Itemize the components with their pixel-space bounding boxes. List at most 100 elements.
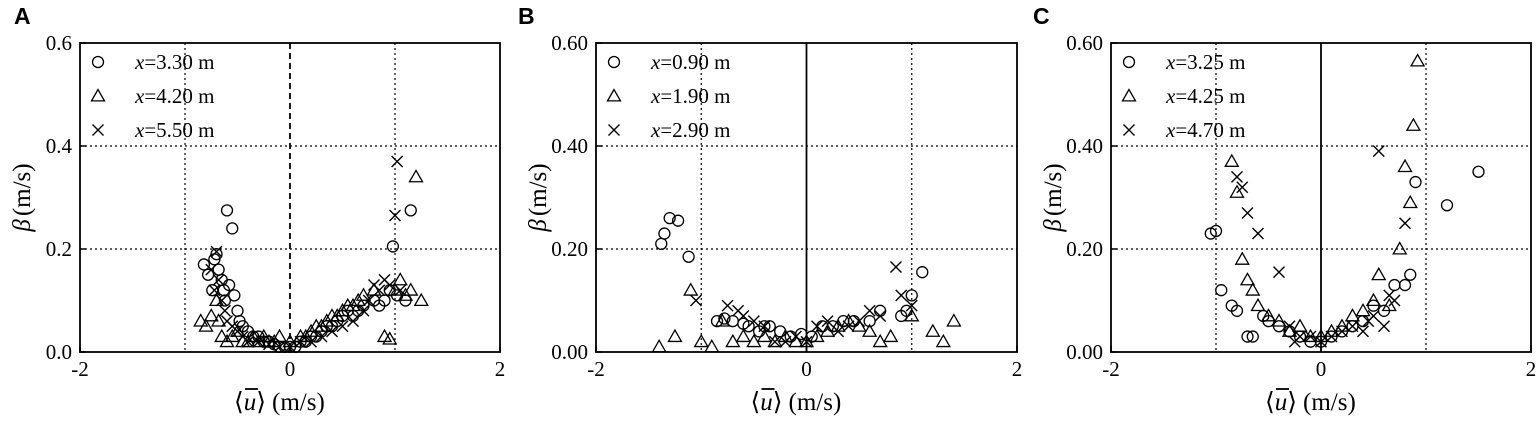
x-axis-bracket-left: ⟨ xyxy=(1265,389,1275,416)
legend-value: =0.90 m xyxy=(660,50,730,74)
circle-marker xyxy=(671,214,685,227)
series-3 xyxy=(1231,145,1411,348)
cross-marker xyxy=(373,284,386,297)
cross-marker xyxy=(821,315,834,328)
circle-marker xyxy=(1209,224,1223,238)
series-1 xyxy=(1204,165,1485,348)
cross-marker xyxy=(832,325,845,338)
legend-label: x=0.90 m xyxy=(650,50,731,74)
triangle-marker xyxy=(746,333,762,348)
legend-value: =4.25 m xyxy=(1175,84,1245,108)
triangle-marker xyxy=(1409,53,1426,67)
cross-marker xyxy=(1231,170,1243,183)
x-axis-bracket-left: ⟨ xyxy=(234,389,244,416)
triangle-marker xyxy=(1292,318,1308,332)
legend: x=3.30 mx=4.20 mx=5.50 m xyxy=(90,50,215,142)
chart-panel-c: C-2 0 20.000.200.400.60β(m/s)⟨u⟩ (m/s)x=3.2… xyxy=(1033,3,1536,416)
triangle-marker xyxy=(1239,272,1256,286)
triangle-marker xyxy=(667,328,683,343)
cross-marker xyxy=(747,315,760,328)
cross-marker xyxy=(1304,330,1317,343)
circle-marker xyxy=(218,294,232,307)
y-tick-label: 0.60 xyxy=(551,31,588,55)
triangle-marker xyxy=(862,323,878,337)
circle-marker xyxy=(1230,304,1244,317)
cross-marker xyxy=(1346,320,1359,333)
cross-marker xyxy=(205,263,218,276)
y-tick-label: 0.00 xyxy=(1066,340,1103,364)
legend-label: x=3.25 m xyxy=(1165,50,1246,74)
triangle-marker xyxy=(355,287,372,301)
circle-marker xyxy=(386,240,400,253)
cross-marker xyxy=(1378,320,1390,333)
circle-marker xyxy=(916,266,929,279)
series-2 xyxy=(193,169,429,348)
cross-marker xyxy=(218,304,231,317)
triangle-marker xyxy=(683,282,699,296)
triangle-marker xyxy=(693,333,709,348)
x-axis-unit: (m/s) xyxy=(789,389,842,416)
triangle-marker xyxy=(756,328,773,343)
y-tick-label: 0.2 xyxy=(46,237,72,261)
cross-marker xyxy=(863,304,876,317)
cross-marker xyxy=(1252,227,1264,240)
cross-marker xyxy=(212,273,225,286)
circle-marker xyxy=(226,222,239,235)
legend-value: =5.50 m xyxy=(144,118,214,142)
legend-label: x=3.30 m xyxy=(134,50,215,74)
circle-marker xyxy=(210,247,223,261)
y-tick-label: 0.40 xyxy=(1066,134,1103,158)
legend-value: =1.90 m xyxy=(660,84,730,108)
cross-marker xyxy=(294,335,307,348)
circle-marker xyxy=(1409,175,1422,189)
x-tick-label: -2 xyxy=(587,357,605,381)
triangle-marker xyxy=(1260,308,1277,322)
cross-marker xyxy=(1273,266,1285,279)
y-tick-label: 0.40 xyxy=(551,134,588,158)
legend-var: x xyxy=(134,118,145,142)
cross-marker xyxy=(362,294,375,307)
x-axis-variable: u xyxy=(244,389,257,416)
legend-marker-triangle xyxy=(1121,88,1137,102)
circle-marker xyxy=(874,304,887,317)
y-tick-label: 0.20 xyxy=(1066,237,1103,261)
cross-marker xyxy=(842,320,855,333)
cross-marker xyxy=(1399,217,1411,230)
x-tick-label: 2 xyxy=(1526,357,1536,381)
cross-marker xyxy=(768,335,781,348)
triangle-marker xyxy=(1250,297,1266,312)
triangle-marker xyxy=(946,313,962,327)
legend-marker-triangle xyxy=(90,88,106,102)
cross-marker xyxy=(721,299,734,312)
cross-marker xyxy=(811,320,824,333)
x-axis-label: ⟨u⟩ (m/s) xyxy=(1265,389,1356,416)
legend-value: =3.30 m xyxy=(144,50,214,74)
cross-marker xyxy=(1283,320,1296,333)
legend-var: x xyxy=(1165,84,1176,108)
cross-marker xyxy=(284,340,296,353)
cross-marker xyxy=(1315,335,1327,348)
data-points xyxy=(193,155,429,354)
y-axis-label: β (m/s) xyxy=(9,163,36,232)
y-tick-label: 0.0 xyxy=(46,340,72,364)
cross-marker xyxy=(215,294,228,307)
circle-marker xyxy=(658,227,671,240)
circle-marker xyxy=(682,250,695,263)
cross-marker xyxy=(1336,325,1348,338)
circle-marker xyxy=(231,304,244,317)
x-tick-label: 0 xyxy=(1316,357,1327,381)
legend-marker-cross xyxy=(1123,124,1135,136)
cross-marker xyxy=(305,335,317,348)
legend-label: x=4.70 m xyxy=(1165,118,1246,142)
cross-marker xyxy=(853,315,866,328)
legend-label: x=4.25 m xyxy=(1165,84,1246,108)
y-axis-label: β (m/s) xyxy=(525,163,552,232)
legend-var: x xyxy=(650,50,661,74)
x-tick-label: -2 xyxy=(71,357,89,381)
cross-marker xyxy=(889,261,902,274)
circle-marker xyxy=(1388,278,1401,292)
triangle-marker xyxy=(704,339,720,353)
circle-marker xyxy=(1215,284,1228,297)
triangle-marker xyxy=(193,313,209,327)
y-axis-symbol: β xyxy=(525,219,552,233)
